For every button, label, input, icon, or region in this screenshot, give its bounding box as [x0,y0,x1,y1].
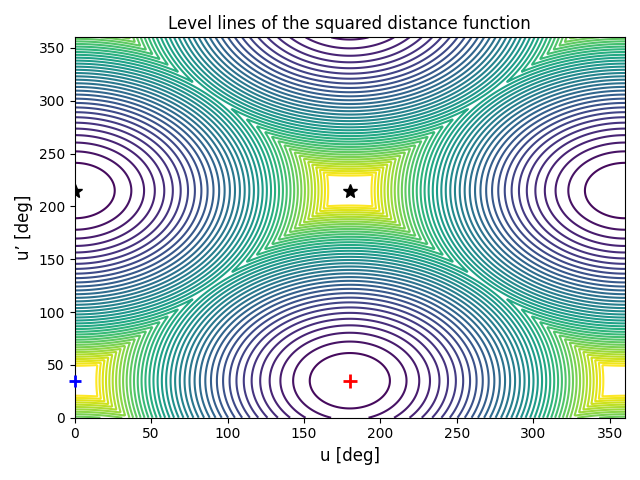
Y-axis label: u’ [deg]: u’ [deg] [15,195,33,260]
Title: Level lines of the squared distance function: Level lines of the squared distance func… [168,15,531,33]
X-axis label: u [deg]: u [deg] [320,447,380,465]
